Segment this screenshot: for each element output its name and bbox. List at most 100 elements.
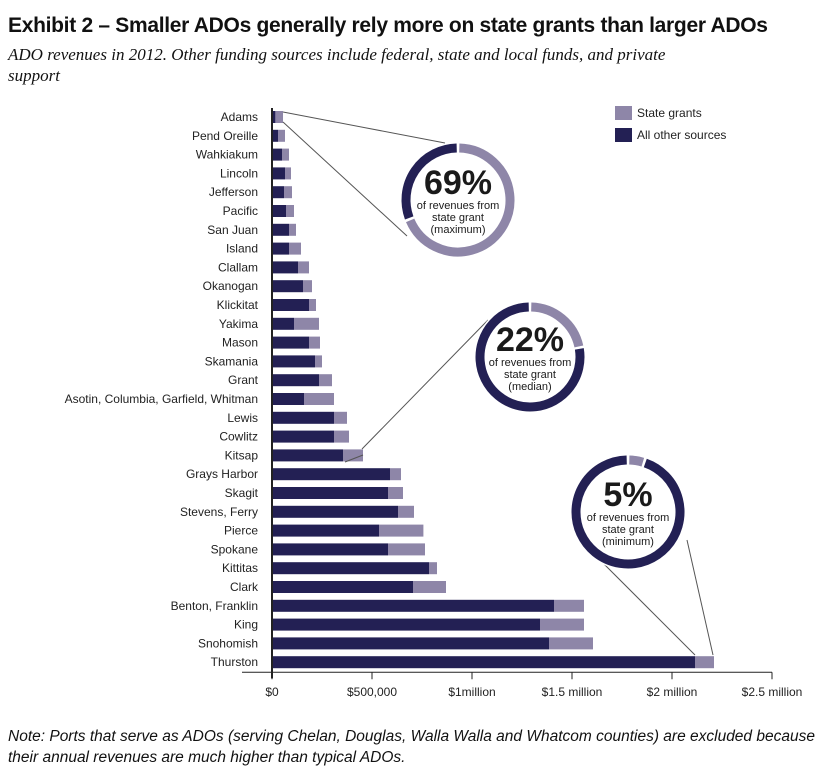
callout-text: of revenues from [489, 357, 572, 369]
category-label: San Juan [207, 223, 258, 237]
bar-state-grants [695, 656, 714, 669]
x-tick-label: $500,000 [347, 685, 397, 699]
bar-state-grants [334, 411, 347, 424]
callout-leader-line [361, 319, 489, 450]
donut-segment-all-other [475, 302, 585, 412]
bar-all-other-sources [272, 280, 303, 293]
bar-state-grants [315, 355, 322, 368]
bar-all-other-sources [272, 543, 388, 556]
category-label: Cowlitz [219, 430, 258, 444]
bar-state-grants [343, 449, 363, 462]
callout-leader-line [686, 539, 714, 656]
category-label: Wahkiakum [196, 148, 258, 162]
chart-subtitle: ADO revenues in 2012. Other funding sour… [8, 45, 666, 85]
x-tick-label: $2 million [647, 685, 698, 699]
category-label: Adams [221, 110, 258, 124]
category-label: Grant [228, 373, 259, 387]
x-tick-label: $0 [265, 685, 279, 699]
category-label: Benton, Franklin [171, 599, 258, 613]
bar-state-grants [540, 618, 584, 631]
donut-segment-all-other [571, 455, 685, 569]
callout-leader-line [282, 111, 446, 144]
bar-state-grants [549, 637, 593, 650]
bar-all-other-sources [272, 637, 549, 650]
bar-all-other-sources [272, 205, 286, 217]
bar-state-grants [379, 524, 424, 537]
bar-state-grants [390, 468, 401, 481]
bar-all-other-sources [272, 411, 334, 424]
bar-all-other-sources [272, 299, 309, 311]
callout-text: of revenues from [417, 200, 500, 212]
bar-state-grants [413, 581, 446, 593]
bar-all-other-sources [272, 449, 343, 462]
callout-percent: 69% [424, 164, 492, 202]
category-label: Klickitat [217, 298, 259, 312]
bar-all-other-sources [272, 261, 298, 274]
bar-state-grants [289, 223, 296, 236]
bar-state-grants [429, 562, 437, 575]
callout-text: state grant [602, 524, 654, 536]
category-label: Skamania [205, 354, 259, 368]
category-label: Kittitas [222, 561, 258, 575]
bar-state-grants [319, 374, 332, 387]
category-label: Yakima [219, 317, 258, 331]
bar-state-grants [282, 148, 289, 161]
chart-title: Exhibit 2 – Smaller ADOs generally rely … [8, 14, 768, 37]
bar-all-other-sources [272, 242, 289, 255]
callout-text: (median) [508, 381, 551, 393]
bar-all-other-sources [272, 430, 334, 443]
legend-swatch-all-other [615, 128, 632, 142]
bar-all-other-sources [272, 599, 554, 612]
bar-state-grants [294, 317, 319, 330]
bar-all-other-sources [272, 393, 304, 405]
category-label: Kitsap [225, 448, 259, 462]
bar-state-grants [285, 167, 291, 180]
legend-label-all-other: All other sources [637, 128, 726, 142]
bar-state-grants [309, 299, 316, 311]
bar-state-grants [388, 543, 425, 556]
bar-all-other-sources [272, 468, 390, 481]
bar-state-grants [334, 430, 349, 443]
category-label: Spokane [211, 542, 259, 556]
footnote: Note: Ports that serve as ADOs (serving … [8, 728, 815, 766]
callout-percent: 22% [496, 321, 564, 359]
category-label: Skagit [225, 486, 259, 500]
bar-state-grants [298, 261, 309, 274]
donut-segment-state-grants [406, 143, 515, 257]
bar-state-grants [275, 111, 283, 123]
donut-segment-all-other [401, 143, 457, 220]
bar-all-other-sources [272, 524, 379, 537]
category-label: Mason [222, 336, 258, 350]
callout-text: state grant [432, 212, 484, 224]
bar-all-other-sources [272, 505, 398, 518]
bar-all-other-sources [272, 167, 285, 180]
category-label: Pacific [223, 204, 258, 218]
callout-background [570, 454, 686, 570]
callout-leader-line [344, 454, 364, 463]
legend-swatch-state-grants [615, 106, 632, 120]
bar-state-grants [284, 186, 292, 199]
bar-all-other-sources [272, 618, 540, 631]
bar-all-other-sources [272, 223, 289, 236]
bar-state-grants [289, 242, 301, 255]
bar-all-other-sources [272, 186, 284, 199]
bar-state-grants [286, 205, 294, 217]
x-tick-label: $1.5 million [542, 685, 603, 699]
category-label: Grays Harbor [186, 467, 258, 481]
bar-all-other-sources [272, 562, 429, 575]
bar-state-grants [398, 505, 414, 518]
x-tick-label: $1million [448, 685, 495, 699]
callout-background [400, 142, 516, 258]
x-tick-label: $2.5 million [742, 685, 803, 699]
bar-all-other-sources [272, 374, 319, 387]
category-label: Pend Oreille [192, 129, 258, 143]
category-label: Thurston [211, 655, 258, 669]
bar-all-other-sources [272, 336, 309, 349]
category-label: Snohomish [198, 636, 258, 650]
category-label: Clark [230, 580, 259, 594]
donut-segment-state-grants [629, 455, 645, 467]
bar-all-other-sources [272, 129, 278, 142]
callout-text: (maximum) [431, 224, 486, 236]
bar-all-other-sources [272, 581, 413, 593]
callout-leader-line [282, 121, 408, 237]
